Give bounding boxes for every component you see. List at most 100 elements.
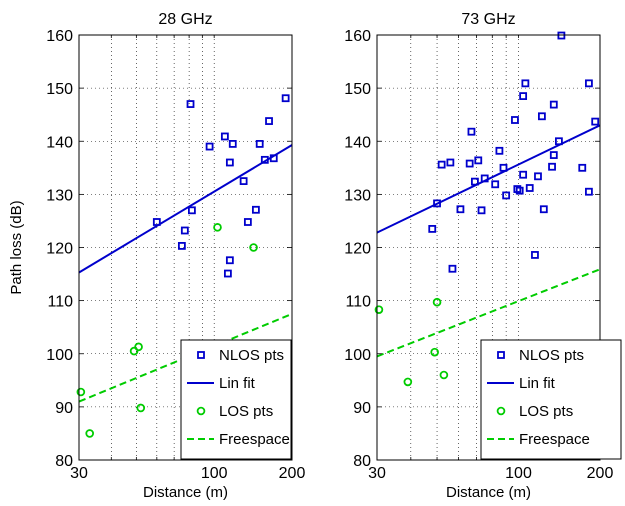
legend-label: Lin fit (519, 375, 556, 392)
x-tick-label: 30 (70, 465, 88, 482)
nlos-point (539, 205, 548, 214)
nlos-point (519, 92, 528, 100)
legend-label: LOS pts (219, 403, 273, 420)
legend-label: NLOS pts (519, 347, 584, 364)
los-point (85, 429, 95, 438)
nlos-point (491, 180, 500, 189)
y-tick-label: 140 (46, 134, 73, 151)
x-axis-label: Distance (m) (143, 484, 228, 501)
x-tick-label: 200 (279, 465, 306, 482)
chart-title: 28 GHz (158, 11, 212, 28)
nlos-point (585, 79, 593, 88)
x-tick-label: 100 (505, 465, 532, 482)
los-point (129, 346, 139, 356)
nlos-point (265, 117, 273, 125)
nlos-point (225, 256, 234, 265)
legend-nlos-swatch (497, 351, 505, 359)
nlos-point (223, 269, 232, 278)
legend-label: Freespace (219, 431, 290, 448)
nlos-point (187, 206, 196, 215)
legend-label: NLOS pts (219, 347, 284, 364)
nlos-point (467, 127, 476, 136)
legend: NLOS pts Lin fit LOS pts Freespace (180, 339, 292, 460)
nlos-point (557, 31, 566, 40)
nlos-point (220, 132, 229, 141)
y-tick-label: 130 (46, 187, 73, 204)
y-tick-label: 110 (47, 294, 73, 311)
x-axis-label: Distance (m) (446, 484, 531, 501)
x-tick-label: 30 (368, 465, 386, 482)
nlos-point (239, 177, 248, 185)
freespace-line (376, 268, 601, 358)
nlos-point (446, 158, 455, 167)
nlos-point (578, 163, 587, 172)
chart-title: 73 GHz (461, 11, 515, 28)
y-tick-label: 100 (46, 347, 73, 364)
nlos-point (548, 162, 556, 171)
legend-label: Freespace (519, 431, 590, 448)
nlos-point (448, 264, 457, 273)
los-point (432, 297, 442, 307)
y-tick-label: 130 (344, 187, 371, 204)
los-point (374, 305, 384, 314)
y-tick-label: 100 (344, 347, 371, 364)
nlos-point (428, 225, 437, 233)
los-point (430, 347, 439, 357)
legend-los-swatch (496, 406, 506, 416)
legend: NLOS pts Lin fit LOS pts Freespace (480, 339, 622, 460)
nlos-point (243, 218, 252, 226)
nlos-point (537, 112, 546, 121)
y-tick-label: 160 (344, 28, 371, 45)
nlos-point (534, 172, 542, 181)
nlos-point (525, 184, 534, 192)
chart-panel-1: 80 90 100 110 120 130 140 150 160 30 100 200 28 GHz D… (8, 11, 305, 501)
lin-fit-line (376, 124, 601, 234)
nlos-point (521, 79, 530, 88)
los-point (213, 223, 222, 232)
los-point (134, 342, 143, 352)
nlos-point (433, 199, 441, 208)
y-tick-label: 140 (344, 134, 371, 151)
nlos-point (549, 151, 558, 159)
y-tick-label: 150 (46, 81, 73, 98)
los-point (76, 387, 86, 397)
nlos-point (511, 116, 519, 124)
nlos-point (437, 160, 446, 169)
nlos-point (474, 156, 483, 165)
nlos-point (591, 117, 600, 126)
nlos-point (549, 100, 558, 109)
y-axis-label: Path loss (dB) (8, 200, 25, 294)
y-tick-label: 80 (353, 453, 371, 470)
nlos-point (281, 94, 290, 103)
y-tick-label: 90 (55, 400, 73, 417)
legend-label: LOS pts (519, 403, 573, 420)
y-tick-label: 110 (345, 294, 371, 311)
nlos-point (186, 100, 195, 108)
x-tick-label: 100 (201, 465, 228, 482)
y-tick-label: 150 (344, 81, 371, 98)
nlos-point (477, 206, 486, 215)
y-tick-label: 80 (55, 453, 73, 470)
legend-label: Lin fit (219, 375, 256, 392)
chart-panel-2: 80 90 100 110 120 130 140 150 160 30 100 200 73 GHz D… (344, 11, 622, 501)
x-tick-label: 200 (587, 465, 614, 482)
y-tick-label: 160 (46, 28, 73, 45)
nlos-point (228, 140, 237, 148)
nlos-point (465, 159, 474, 168)
lin-fit-line (78, 144, 293, 274)
nlos-point (502, 191, 511, 200)
legend-los-swatch (196, 406, 206, 416)
los-point (249, 243, 258, 252)
nlos-point (456, 205, 465, 214)
nlos-point (515, 186, 524, 195)
nlos-point (225, 158, 234, 167)
nlos-point (251, 205, 260, 214)
y-tick-label: 120 (344, 241, 371, 258)
nlos-point (255, 140, 264, 148)
nlos-point (180, 226, 189, 235)
los-point (136, 403, 146, 413)
nlos-point (177, 242, 186, 250)
los-point (439, 370, 449, 380)
nlos-point (531, 251, 539, 259)
